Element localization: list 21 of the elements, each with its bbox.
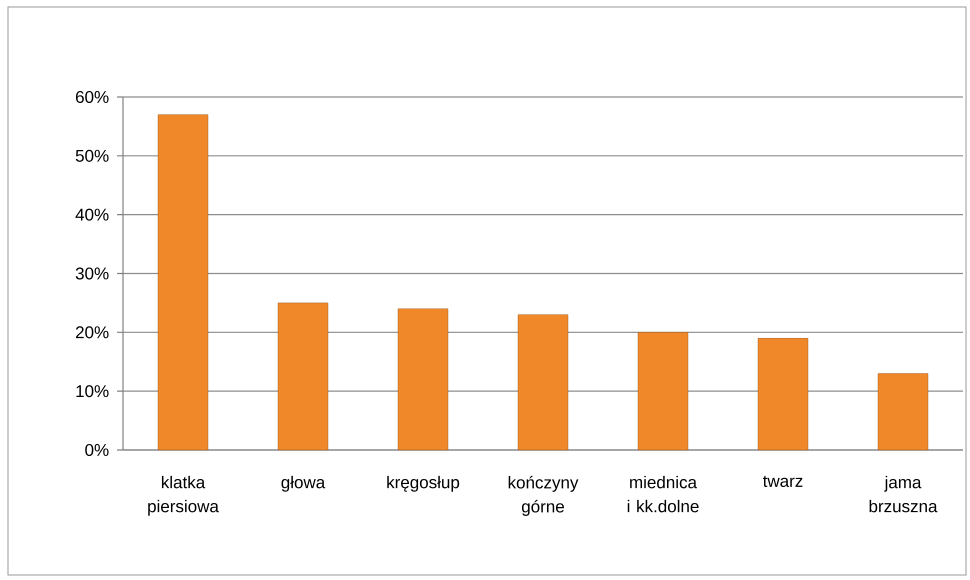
x-tick-label: miednica i kk.dolne bbox=[628, 476, 699, 512]
y-tick-label: 30% bbox=[76, 267, 109, 280]
y-tick-label: 60% bbox=[76, 90, 109, 104]
y-tick-label: 20% bbox=[76, 326, 109, 338]
y-tick-label: 50% bbox=[76, 150, 109, 162]
y-tick-label: 0% bbox=[85, 444, 109, 456]
x-tick-label: kończyny górne bbox=[508, 476, 578, 516]
x-tick-label: klatka piersiowa bbox=[148, 476, 219, 516]
bar bbox=[398, 308, 448, 450]
y-tick-label: 40% bbox=[76, 208, 109, 221]
bar bbox=[638, 332, 688, 450]
x-tick-label: jama brzuszna bbox=[870, 476, 938, 512]
bar bbox=[878, 373, 928, 450]
bar bbox=[158, 114, 208, 450]
x-tick-label: kręgosłup bbox=[387, 476, 460, 492]
x-tick-label: twarz bbox=[762, 476, 802, 488]
bar bbox=[518, 314, 568, 450]
bar bbox=[278, 302, 328, 450]
x-tick-label: głowa bbox=[282, 476, 326, 492]
y-tick-label: 10% bbox=[76, 385, 109, 398]
bar bbox=[758, 338, 808, 450]
